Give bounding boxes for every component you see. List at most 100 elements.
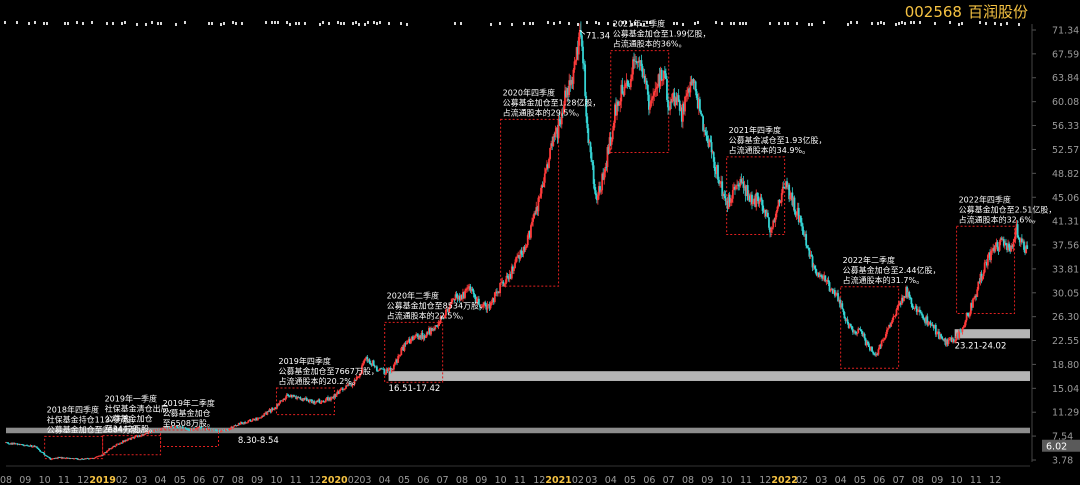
candle-body [192,428,194,431]
indicator-dot [730,22,732,25]
candle-body [227,429,229,431]
candle-body [883,337,886,340]
support-bands: 8.30-8.54 16.51-17.42 23.21-24.02 [6,329,1031,446]
candle-body [131,437,134,438]
candle-body [34,446,37,448]
candle-body [24,445,27,447]
candle-body [549,148,551,159]
indicator-dot [406,23,408,26]
candle-body [350,383,353,387]
candle-body [151,431,154,433]
annotation-text: 占流通股本的20.2%。 [278,376,359,386]
candle-body [998,241,1001,251]
candle-body [279,400,282,404]
candle-body [1007,243,1009,250]
candle-body [1006,245,1008,250]
candle-body [8,443,11,445]
candle-body [250,421,253,422]
candle-body [209,428,211,430]
x-tick-label: 05 [854,475,866,485]
candle-body [144,433,147,435]
candle-body [532,218,534,222]
candle-body [497,291,499,294]
candle-body [490,302,493,303]
candle-body [268,409,271,412]
candle-body [23,444,25,447]
candle-body [442,317,445,319]
y-tick-label: 41.31 [1052,217,1079,228]
candle-body [898,302,901,304]
indicator-dot [778,22,780,25]
candle-body [972,298,974,308]
candle-body [974,295,977,299]
candle-body [635,60,638,62]
candle-body [327,397,329,401]
candle-body [688,88,691,93]
candle-body [674,97,677,106]
candle-body [841,303,844,310]
candle-body [741,181,744,183]
y-tick-label: 26.30 [1052,312,1079,323]
candle-body [913,308,916,310]
indicator-dot [328,22,330,25]
indicator-dot [454,22,456,25]
candle-body [180,426,183,428]
candle-body [15,443,18,445]
candle-body [372,360,375,366]
candle-body [845,319,848,322]
indicator-dot [613,23,615,26]
indicator-dot [850,21,852,24]
candle-body [736,184,738,186]
candle-body [126,440,129,442]
candle-body [796,207,799,215]
candle-body [356,376,359,378]
candle-body [806,245,809,248]
candle-body [102,453,105,456]
y-tick-label: 63.84 [1052,73,1079,84]
candle-body [199,427,202,428]
candle-body [983,262,986,273]
candle-body [46,456,49,457]
y-tick-label: 22.55 [1052,336,1079,347]
candle-body [1020,238,1023,242]
candle-body [441,317,444,319]
candle-body [616,101,618,116]
indicator-dot [634,22,636,25]
annotation-text: 公募基金加仓至2.44亿股， [843,265,941,275]
candle-body [757,196,760,204]
indicator-dot [847,23,849,26]
candle-body [388,368,391,370]
x-tick-label: 10 [39,475,51,485]
candle-body [727,194,730,209]
candle-body [42,452,45,453]
candle-body [678,100,681,111]
candle-body [239,422,242,425]
candle-body [318,399,321,404]
candle-body [763,209,766,213]
candle-body [592,165,595,184]
candle-body [852,329,854,333]
candle-body [971,303,973,308]
candle-body [683,103,685,112]
candle-body [821,275,824,279]
candle-body [167,427,170,429]
candle-body [949,337,952,340]
candle-body [51,458,54,460]
candle-body [194,428,197,430]
candle-body [887,328,889,330]
candle-body [889,324,892,327]
candle-body [498,291,500,294]
candle-body [950,337,953,343]
candle-body [515,257,517,263]
candle-body [41,452,44,453]
candle-body [202,428,205,430]
candle-body [660,69,663,81]
candle-body [316,401,319,402]
candle-body [605,166,608,168]
indicator-dot [112,22,114,25]
candle-body [1008,243,1011,248]
indicator-dot [532,22,534,25]
candle-body [791,192,794,206]
candle-body [438,322,441,324]
candle-body [541,185,544,188]
